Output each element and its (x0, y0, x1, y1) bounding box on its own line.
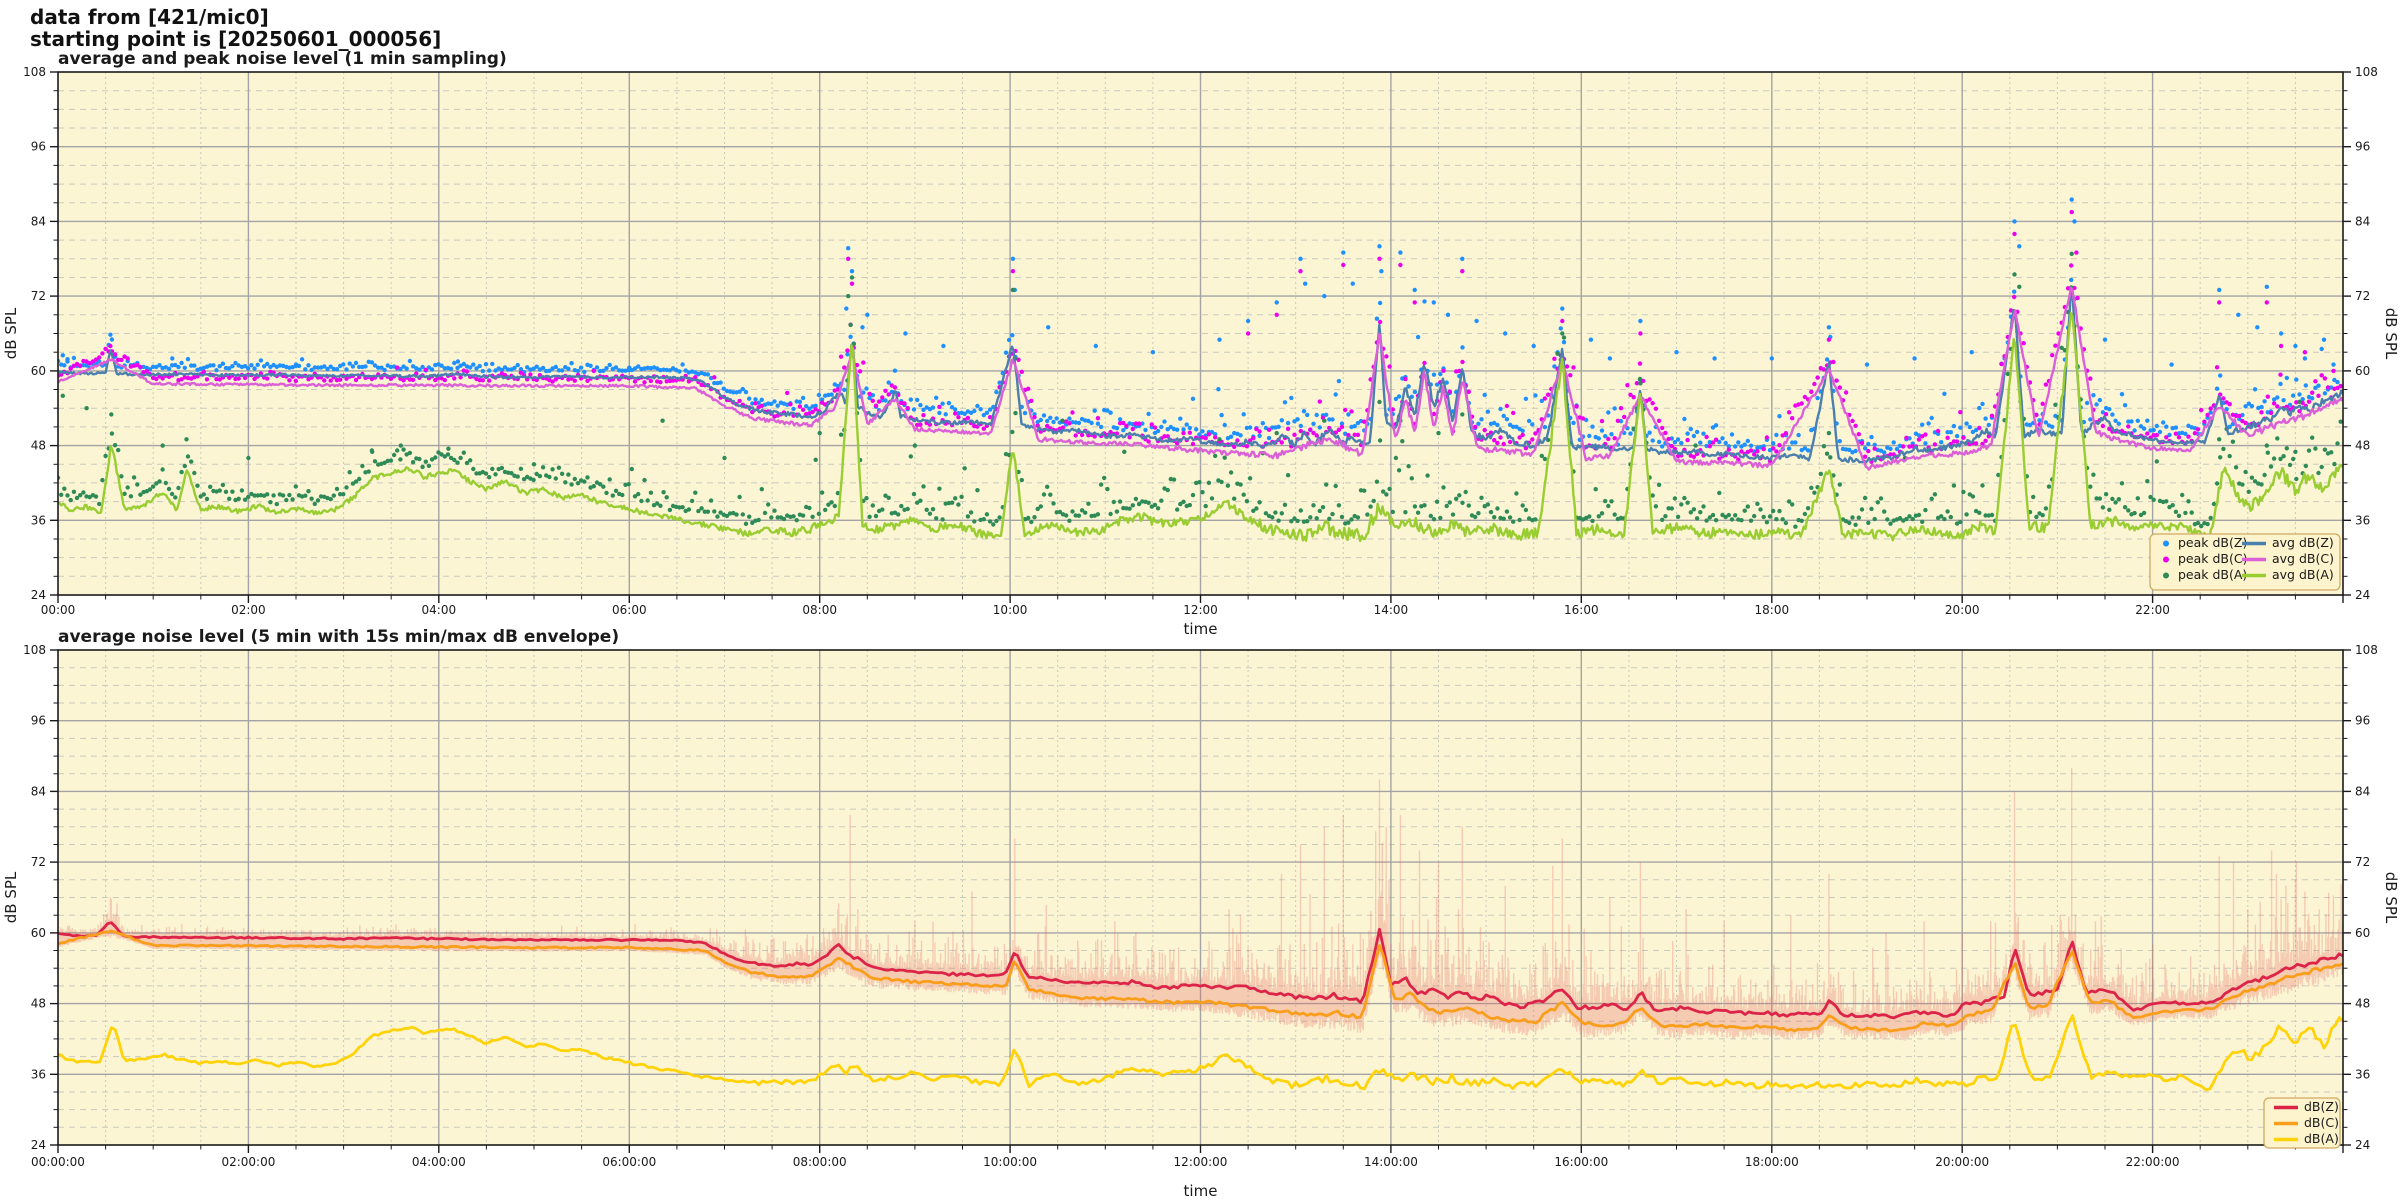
legend-marker-dot (2163, 556, 2169, 563)
x-tick-label: 20:00:00 (1935, 1155, 1989, 1169)
x-tick-label: 18:00:00 (1745, 1155, 1799, 1169)
y-tick-label-right: 36 (2355, 1067, 2370, 1081)
y-axis-label-right: dB SPL (2382, 872, 2400, 924)
legend-label: peak dB(C) (2178, 551, 2248, 566)
y-tick-label: 24 (31, 1138, 46, 1152)
x-tick-label: 02:00 (231, 603, 266, 617)
chart-title: average and peak noise level (1 min samp… (58, 49, 507, 69)
chart-top: 00:00 02:00 04:00 06:00 08:00 10:00 12:00 14:00… (2, 49, 2400, 638)
chart-title: average noise level (5 min with 15s min/… (58, 627, 619, 647)
y-tick-label: 36 (31, 513, 46, 527)
x-tick-label: 06:00 (612, 603, 647, 617)
y-tick-label-right: 24 (2355, 1138, 2370, 1152)
figure-header: data from [421/mic0] starting point is [… (30, 6, 441, 50)
series-avg-db-z- (58, 289, 2343, 464)
y-tick-label: 60 (31, 364, 46, 378)
x-tick-label: 04:00:00 (412, 1155, 466, 1169)
y-tick-label: 72 (31, 855, 46, 869)
series-avg-db-c- (58, 286, 2343, 471)
x-tick-label: 12:00:00 (1174, 1155, 1228, 1169)
x-tick-label: 16:00 (1564, 603, 1599, 617)
y-tick-label: 96 (31, 714, 46, 728)
x-tick-label: 10:00:00 (983, 1155, 1037, 1169)
y-tick-label: 84 (31, 784, 46, 798)
y-tick-label: 72 (31, 289, 46, 303)
x-tick-label: 00:00:00 (31, 1155, 85, 1169)
x-tick-label: 16:00:00 (1554, 1155, 1608, 1169)
chart-bottom: 00:00:00 02:00:00 04:00:00 06:00:00 08:00:00… (2, 627, 2400, 1200)
axis-ticks: 00:00 02:00 04:00 06:00 08:00 10:00 12:00 14:00… (23, 65, 2378, 617)
y-tick-label: 60 (31, 926, 46, 940)
x-tick-label: 08:00:00 (793, 1155, 847, 1169)
x-tick-label: 00:00 (41, 603, 76, 617)
x-tick-label: 06:00:00 (602, 1155, 656, 1169)
header-line-source: data from [421/mic0] (30, 5, 269, 29)
series-peak-db-c- (58, 209, 2343, 464)
legend-label: peak dB(A) (2178, 567, 2247, 582)
y-tick-label-right: 60 (2355, 926, 2370, 940)
header-line-start: starting point is [20250601_000056] (30, 27, 442, 51)
legend-label: avg dB(Z) (2272, 535, 2334, 550)
y-tick-label: 36 (31, 1067, 46, 1081)
y-tick-label-right: 96 (2355, 714, 2370, 728)
y-tick-label: 48 (31, 997, 46, 1011)
y-tick-label-right: 108 (2355, 65, 2378, 79)
y-axis-label-right: dB SPL (2382, 308, 2400, 360)
legend-label: peak dB(Z) (2178, 535, 2247, 550)
x-tick-label: 22:00 (2135, 603, 2170, 617)
legend: peak dB(Z) avg dB(Z) peak dB(C) avg dB(C) pe… (2149, 533, 2341, 591)
y-tick-label-right: 36 (2355, 513, 2370, 527)
y-tick-label-right: 48 (2355, 997, 2370, 1011)
legend-label: avg dB(A) (2272, 567, 2334, 582)
x-tick-label: 02:00:00 (221, 1155, 275, 1169)
x-tick-label: 08:00 (802, 603, 837, 617)
x-tick-label: 10:00 (993, 603, 1028, 617)
series-db-a- (58, 1014, 2343, 1092)
legend-label: dB(A) (2304, 1131, 2339, 1146)
y-tick-label-right: 48 (2355, 439, 2370, 453)
x-tick-label: 20:00 (1945, 603, 1980, 617)
legend-label: dB(Z) (2304, 1099, 2339, 1114)
y-tick-label: 84 (31, 214, 46, 228)
series-peak-db-z- (58, 197, 2343, 455)
x-axis-label: time (1184, 620, 1218, 638)
x-tick-label: 12:00 (1183, 603, 1218, 617)
y-tick-label: 108 (23, 643, 46, 657)
legend: dB(Z)dB(C)dB(A) (2263, 1097, 2341, 1149)
legend-label: avg dB(C) (2272, 551, 2334, 566)
y-tick-label: 24 (31, 588, 46, 602)
y-tick-label-right: 72 (2355, 289, 2370, 303)
x-tick-label: 04:00 (422, 603, 457, 617)
grid-major (58, 72, 2343, 595)
y-tick-label-right: 96 (2355, 140, 2370, 154)
series-db-z- (58, 921, 2343, 1020)
y-tick-label-right: 24 (2355, 588, 2370, 602)
series-db-c- (58, 929, 2343, 1033)
y-axis-label: dB SPL (2, 307, 20, 359)
axis-ticks: 00:00:00 02:00:00 04:00:00 06:00:00 08:00:00… (23, 643, 2378, 1169)
y-tick-label-right: 60 (2355, 364, 2370, 378)
y-tick-label: 96 (31, 140, 46, 154)
legend-marker-dot (2163, 540, 2169, 547)
y-tick-label: 48 (31, 439, 46, 453)
y-tick-label-right: 84 (2355, 784, 2370, 798)
x-tick-label: 14:00 (1374, 603, 1409, 617)
legend-marker-dot (2163, 572, 2169, 579)
y-tick-label: 108 (23, 65, 46, 79)
series-peak-db-a- (58, 251, 2343, 529)
y-tick-label-right: 84 (2355, 214, 2370, 228)
y-tick-label-right: 72 (2355, 855, 2370, 869)
x-axis-label: time (1184, 1182, 1218, 1200)
x-tick-label: 22:00:00 (2126, 1155, 2180, 1169)
legend-label: dB(C) (2304, 1115, 2339, 1130)
series-avg-db-a- (58, 311, 2343, 544)
x-tick-label: 18:00 (1755, 603, 1790, 617)
x-tick-label: 14:00:00 (1364, 1155, 1418, 1169)
y-tick-label-right: 108 (2355, 643, 2378, 657)
y-axis-label: dB SPL (2, 871, 20, 923)
